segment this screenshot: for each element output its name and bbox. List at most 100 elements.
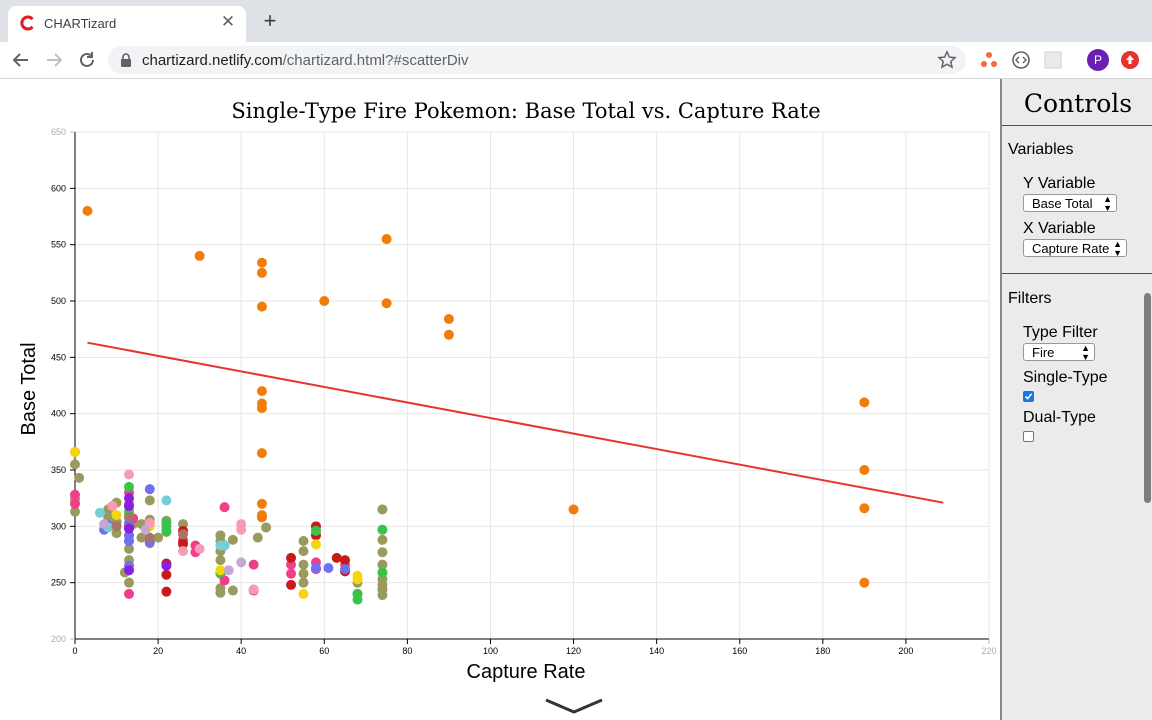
chart-points [70, 205, 870, 605]
x-variable-select[interactable]: Capture Rate ▲ ▼ [1023, 239, 1127, 258]
data-point [124, 535, 135, 546]
update-icon[interactable] [1120, 50, 1140, 70]
y-variable-label: Y Variable [1023, 175, 1096, 192]
data-point [310, 525, 321, 536]
y-variable-value: Base Total [1032, 196, 1093, 211]
data-point [136, 532, 147, 543]
data-point [859, 503, 870, 514]
browser-tab[interactable]: CHARTizard ✕ [8, 6, 246, 42]
data-point [219, 502, 230, 513]
data-point [144, 484, 155, 495]
controls-panel: Controls Variables Y Variable Base Total… [1000, 79, 1152, 720]
data-point [377, 524, 388, 535]
extension-network-icon[interactable] [979, 50, 999, 70]
data-point [352, 594, 363, 605]
data-point [256, 301, 267, 312]
data-point [377, 534, 388, 545]
data-point [443, 329, 454, 340]
data-point [323, 563, 334, 574]
x-tick-label: 20 [153, 646, 163, 656]
data-point [82, 205, 93, 216]
data-point [310, 563, 321, 574]
tab-close-icon[interactable]: ✕ [220, 12, 236, 31]
data-point [248, 584, 259, 595]
data-point [124, 481, 135, 492]
y-tick-label: 200 [51, 634, 66, 644]
single-type-label: Single-Type [1023, 369, 1108, 386]
panel-scrollbar-thumb[interactable] [1144, 293, 1151, 503]
scroll-down-chevron-icon[interactable] [544, 697, 604, 715]
back-icon[interactable] [9, 48, 33, 72]
data-point [140, 524, 151, 535]
address-bar[interactable]: chartizard.netlify.com/chartizard.html?#… [108, 46, 966, 74]
chart-title: Single-Type Fire Pokemon: Base Total vs.… [231, 99, 820, 123]
data-point [161, 517, 172, 528]
data-point [153, 532, 164, 543]
data-point [70, 489, 80, 500]
select-arrows-icon: ▲ ▼ [1113, 239, 1122, 258]
data-point [298, 588, 309, 599]
data-point [377, 547, 388, 558]
data-point [124, 577, 135, 588]
profile-avatar[interactable]: P [1087, 49, 1109, 71]
data-point [568, 504, 579, 515]
variables-heading: Variables [1008, 141, 1074, 158]
y-tick-label: 600 [51, 183, 66, 193]
new-tab-button[interactable]: + [263, 8, 277, 33]
single-type-checkbox[interactable] [1023, 391, 1034, 402]
data-point [111, 510, 122, 521]
data-point [194, 543, 205, 554]
data-point [248, 559, 259, 570]
data-point [94, 507, 105, 518]
chart-grid [74, 131, 990, 640]
data-point [178, 538, 189, 549]
controls-title: Controls [1023, 89, 1133, 118]
data-point [286, 568, 297, 579]
data-point [70, 506, 80, 517]
data-point [161, 560, 172, 571]
trend-line [87, 341, 944, 504]
data-point [219, 575, 230, 586]
type-filter-select[interactable]: Fire ▲ ▼ [1023, 343, 1095, 362]
lock-icon [121, 53, 131, 67]
y-axis-label: Base Total [18, 342, 40, 435]
dual-type-checkbox[interactable] [1023, 431, 1034, 442]
scatter-chart: 0 20 40 60 80 100 120 140 160 180 200 220 200 250 300 3… [18, 99, 997, 683]
reload-icon[interactable] [75, 48, 99, 72]
data-point [377, 590, 388, 601]
data-point [161, 586, 172, 597]
data-point [111, 521, 122, 532]
data-point [124, 565, 135, 576]
y-tick-label: 400 [51, 409, 66, 419]
x-tick-label: 140 [649, 646, 664, 656]
forward-icon[interactable] [42, 48, 66, 72]
data-point [74, 472, 85, 483]
data-point [161, 495, 172, 506]
data-point [252, 532, 263, 543]
y-tick-label: 350 [51, 465, 66, 475]
x-variable-value: Capture Rate [1032, 241, 1110, 256]
data-point [107, 501, 118, 512]
checkmark-icon [1024, 393, 1033, 400]
data-point [236, 524, 247, 535]
data-point [194, 250, 205, 261]
dual-type-label: Dual-Type [1023, 409, 1096, 426]
extension-grid-icon[interactable] [1043, 50, 1063, 70]
bookmark-star-icon[interactable] [936, 49, 958, 71]
data-point [236, 557, 247, 568]
data-point [377, 504, 388, 515]
chart-trendline [87, 341, 944, 504]
extension-code-icon[interactable] [1011, 50, 1031, 70]
data-point [223, 565, 234, 576]
x-tick-label: 40 [236, 646, 246, 656]
data-point [219, 540, 230, 551]
data-point [298, 568, 309, 579]
x-axis-label: Capture Rate [467, 661, 586, 683]
data-point [99, 519, 110, 530]
browser-toolbar: chartizard.netlify.com/chartizard.html?#… [0, 42, 1152, 79]
y-variable-select[interactable]: Base Total ▲ ▼ [1023, 194, 1117, 213]
x-tick-label: 100 [483, 646, 498, 656]
browser-tab-strip: CHARTizard ✕ + [0, 0, 1152, 42]
data-point [256, 448, 267, 459]
data-point [256, 403, 267, 414]
